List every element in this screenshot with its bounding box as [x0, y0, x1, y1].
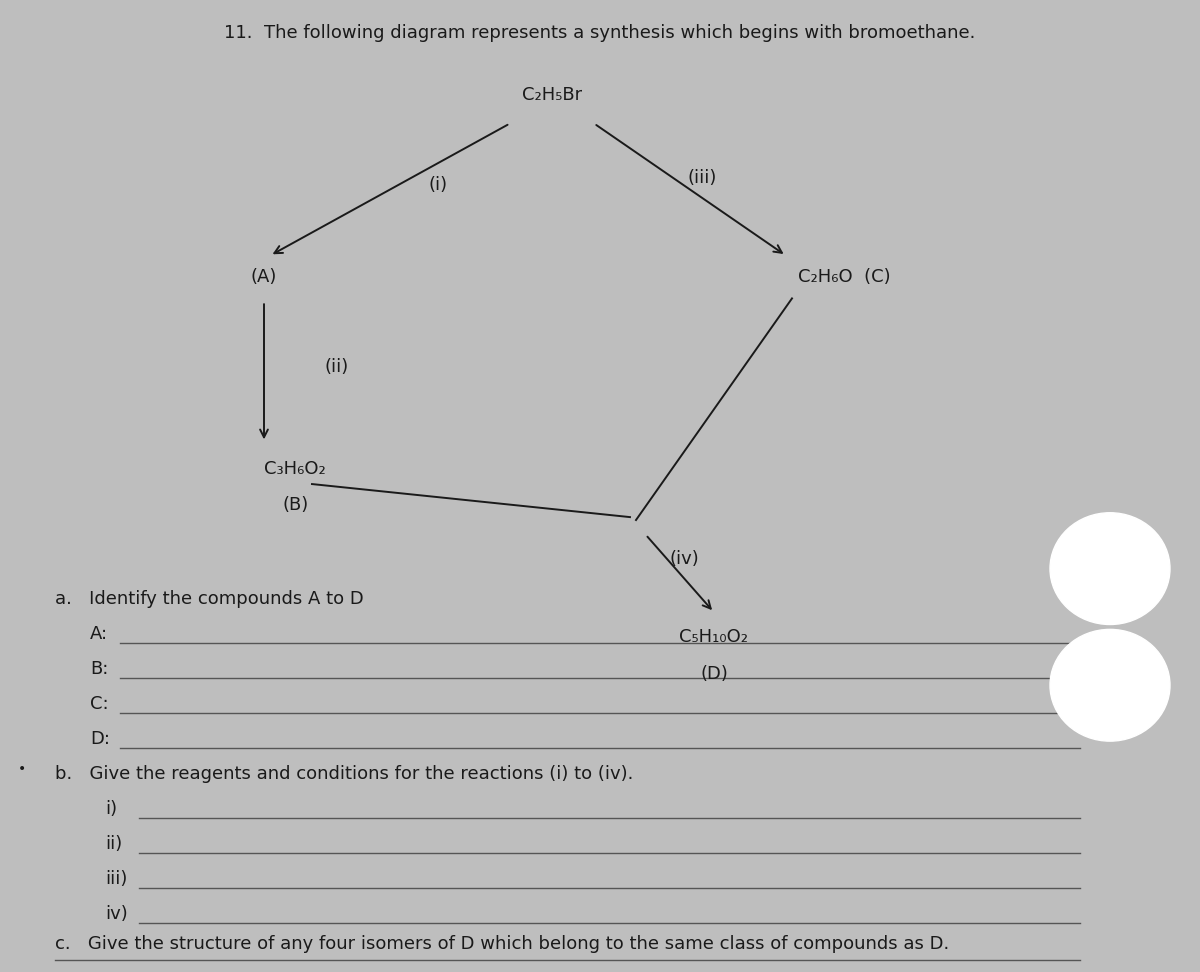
Text: b.   Give the reagents and conditions for the reactions (i) to (iv).: b. Give the reagents and conditions for …	[55, 765, 634, 783]
Text: B:: B:	[90, 660, 108, 678]
Text: (D): (D)	[700, 665, 728, 682]
Text: •: •	[18, 762, 26, 776]
Text: C:: C:	[90, 695, 109, 713]
Text: A:: A:	[90, 625, 108, 643]
Text: C₅H₁₀O₂: C₅H₁₀O₂	[679, 628, 749, 645]
Text: a.   Identify the compounds A to D: a. Identify the compounds A to D	[55, 590, 364, 608]
Text: (iii): (iii)	[688, 169, 716, 187]
Text: (iv): (iv)	[670, 550, 698, 568]
Ellipse shape	[1050, 630, 1170, 742]
Text: ii): ii)	[106, 835, 122, 853]
Text: iv): iv)	[106, 905, 127, 923]
Ellipse shape	[1050, 513, 1170, 624]
Text: 11.  The following diagram represents a synthesis which begins with bromoethane.: 11. The following diagram represents a s…	[224, 24, 976, 43]
Text: (B): (B)	[282, 497, 308, 514]
Text: c.   Give the structure of any four isomers of D which belong to the same class : c. Give the structure of any four isomer…	[55, 935, 949, 953]
Text: (i): (i)	[428, 176, 448, 193]
Text: C₂H₅Br: C₂H₅Br	[522, 86, 582, 104]
Text: C₂H₆O  (C): C₂H₆O (C)	[798, 268, 890, 286]
Text: iii): iii)	[106, 870, 127, 888]
Text: (ii): (ii)	[324, 358, 348, 376]
Text: C₃H₆O₂: C₃H₆O₂	[264, 460, 325, 477]
Text: D:: D:	[90, 730, 110, 748]
Text: (A): (A)	[251, 268, 277, 286]
Text: i): i)	[106, 800, 118, 818]
